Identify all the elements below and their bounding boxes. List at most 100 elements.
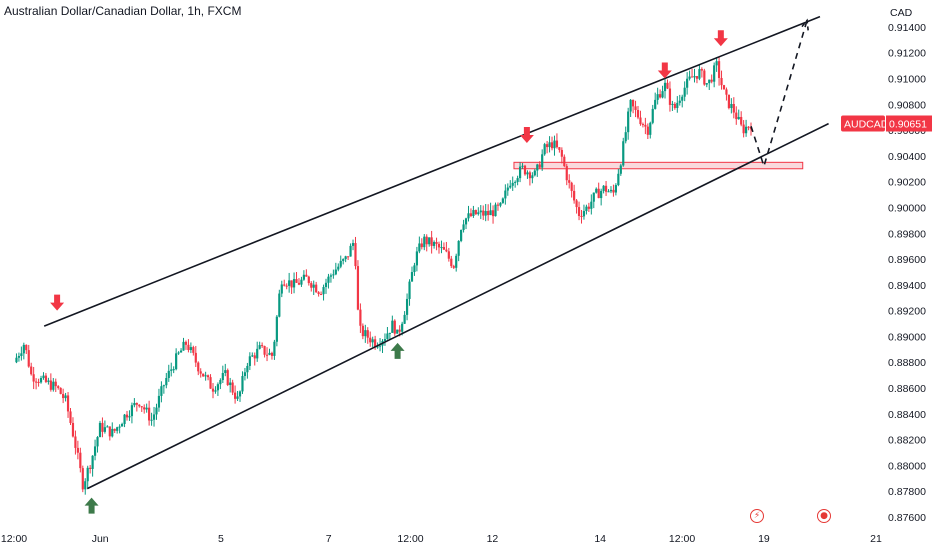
candle-body [686, 78, 689, 88]
candle-body [231, 382, 234, 393]
time-tick-label: 14 [594, 533, 606, 545]
candle-body [184, 341, 188, 345]
candle-body [430, 237, 433, 246]
candle-body [735, 112, 738, 120]
candle-body [644, 124, 647, 127]
candle-body [253, 355, 256, 359]
globe-icon[interactable]: ● [817, 509, 831, 523]
candle-body [369, 337, 372, 343]
candle-body [35, 381, 38, 383]
candle-body [364, 330, 367, 337]
candle-body [84, 481, 87, 490]
candle-body [720, 77, 723, 86]
candle-body [145, 407, 148, 410]
candle-body [179, 350, 183, 353]
candle-body [120, 423, 124, 427]
candle-body [93, 446, 97, 456]
price-tick-label: 0.89800 [888, 228, 926, 240]
candle-body [629, 99, 632, 112]
candle-body [410, 272, 414, 282]
candle-body [140, 406, 143, 408]
candle-body [403, 314, 406, 324]
candle-body [344, 256, 347, 260]
candle-body [622, 141, 625, 166]
candle-body [550, 142, 554, 149]
candle-body [182, 341, 185, 351]
candle-body [725, 89, 728, 95]
candle-body [499, 202, 502, 206]
candle-body [234, 392, 237, 399]
candle-body [467, 213, 470, 219]
candle-body [509, 185, 512, 188]
candle-body [668, 88, 672, 105]
candle-body [641, 124, 645, 126]
candle-body [418, 243, 421, 252]
time-tick-label: 19 [758, 533, 770, 545]
candle-body [30, 366, 33, 375]
price-axis[interactable]: CAD0.914000.912000.910000.908000.906000.… [888, 7, 926, 524]
candle-body [312, 284, 315, 288]
candle-body [175, 353, 178, 370]
time-tick-label: Jun [92, 533, 109, 545]
candle-body [157, 395, 161, 408]
candle-body [62, 393, 65, 399]
candle-body [604, 185, 608, 192]
lightning-icon[interactable]: ⚡ [750, 509, 764, 523]
candle-body [106, 426, 109, 428]
candle-body [116, 427, 119, 431]
candle-body [614, 185, 617, 193]
candle-body [172, 369, 175, 371]
candle-body [371, 339, 374, 343]
candle-body [563, 156, 566, 167]
candle-body [366, 330, 369, 338]
candle-body [393, 320, 396, 334]
candle-body [219, 380, 222, 385]
candle-body [297, 282, 301, 285]
candle-body [315, 284, 318, 293]
candle-body [334, 269, 337, 275]
candle-body [148, 407, 151, 421]
candle-body [413, 265, 416, 273]
candle-body [737, 116, 740, 120]
candle-body [246, 365, 249, 373]
candle-body [487, 210, 490, 216]
candle-body [20, 353, 23, 357]
candle-body [322, 287, 325, 295]
candle-body [288, 280, 291, 286]
candle-body [396, 329, 399, 334]
candle-body [688, 76, 691, 79]
candle-body [302, 274, 305, 280]
candle-body [474, 210, 477, 215]
candle-body [447, 251, 450, 259]
signal-arrows-layer [50, 30, 728, 514]
candle-body [415, 251, 418, 266]
price-tick-label: 0.91000 [888, 73, 926, 85]
candle-body [96, 437, 99, 447]
candle-body [270, 352, 274, 356]
candle-body [469, 213, 473, 217]
arrow-down-icon [657, 62, 672, 79]
candle-body [595, 188, 598, 193]
candle-body [202, 373, 205, 377]
candle-body [283, 284, 286, 286]
time-axis[interactable]: 12:00 Jun 5 7 12:00 12 14 12:00 19 21 [1, 533, 882, 545]
candle-body [17, 356, 21, 358]
price-tick-label: 0.91200 [888, 48, 926, 60]
channel-lines-layer [43, 15, 829, 490]
candle-body [690, 76, 694, 78]
candle-body [319, 294, 323, 296]
arrow-down-icon [519, 126, 534, 143]
candle-body [518, 166, 522, 179]
channel-upper-line [43, 15, 821, 327]
price-badge [886, 115, 932, 132]
candle-body [494, 204, 497, 217]
candle-body [703, 70, 706, 85]
candle-body [511, 182, 514, 186]
candle-body [575, 200, 578, 208]
candle-body [76, 447, 79, 453]
price-tick-label: 0.88600 [888, 383, 926, 395]
candle-body [125, 414, 129, 418]
candle-body [435, 241, 438, 244]
candle-body [565, 166, 568, 181]
